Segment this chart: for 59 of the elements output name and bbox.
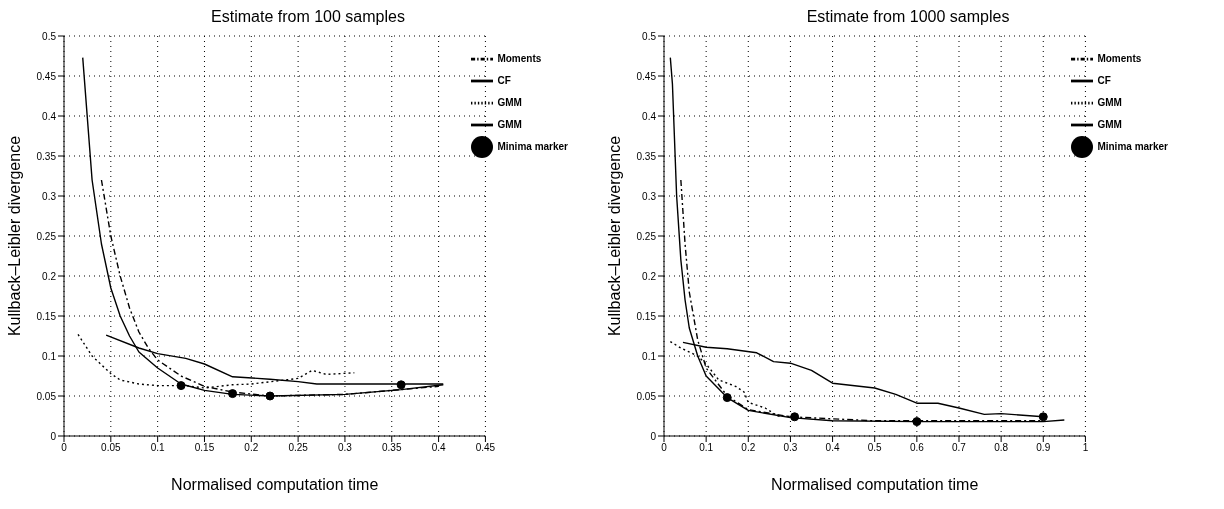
x-tick-label: 0.7 <box>952 442 967 454</box>
y-tick-label: 0.35 <box>636 150 657 162</box>
x-tick-label: 0.3 <box>337 442 353 454</box>
y-tick-label: 0.2 <box>642 270 657 282</box>
y-tick-label: 0.25 <box>636 230 657 242</box>
legend-label: GMM <box>1097 118 1122 130</box>
chart-title: Estimate from 1000 samples <box>805 8 1011 27</box>
legend-label: GMM <box>497 118 522 130</box>
x-tick-label: 1 <box>1082 442 1089 454</box>
x-tick-label: 0.2 <box>244 442 259 454</box>
x-tick-label: 0.6 <box>909 442 925 454</box>
x-tick-label: 0.15 <box>194 442 215 454</box>
x-tick-label: 0 <box>61 442 68 454</box>
y-tick-label: 0.05 <box>36 390 57 402</box>
y-tick-label: 0.4 <box>642 110 657 122</box>
y-tick-label: 0.05 <box>636 390 657 402</box>
legend-label: Minima marker <box>497 140 568 152</box>
legend-label: GMM <box>497 96 522 108</box>
x-tick-label: 0.45 <box>475 442 496 454</box>
x-tick-label: 0 <box>661 442 668 454</box>
x-tick-label: 0.4 <box>825 442 840 454</box>
legend-label: Minima marker <box>1097 140 1168 152</box>
x-tick-label: 0.1 <box>150 442 166 454</box>
x-axis-title: Normalised computation time <box>771 476 979 493</box>
x-tick-label: 0.5 <box>867 442 883 454</box>
legend-label: CF <box>497 74 511 86</box>
y-tick-label: 0.3 <box>642 190 657 202</box>
legend-label: Moments <box>1097 52 1142 64</box>
y-tick-label: 0.1 <box>42 350 57 362</box>
y-tick-label: 0.15 <box>636 310 657 322</box>
x-tick-label: 0.25 <box>288 442 309 454</box>
x-tick-label: 0.2 <box>741 442 756 454</box>
legend-label: Moments <box>497 52 542 64</box>
y-tick-label: 0.45 <box>36 70 57 82</box>
y-axis-title: Kullback–Leibler divergence <box>5 135 23 337</box>
y-tick-label: 0 <box>650 430 657 442</box>
x-tick-label: 0.3 <box>783 442 798 454</box>
y-tick-label: 0.5 <box>42 30 57 42</box>
chart-title: Estimate from 100 samples <box>210 8 406 27</box>
y-tick-label: 0.15 <box>36 310 57 322</box>
legend-label: CF <box>1097 74 1111 86</box>
y-tick-label: 0.35 <box>36 150 57 162</box>
y-axis-title: Kullback–Leibler divergence <box>605 135 623 337</box>
y-tick-label: 0.3 <box>42 190 57 202</box>
x-tick-label: 0.05 <box>101 442 121 454</box>
x-tick-label: 0.35 <box>382 442 402 454</box>
y-tick-label: 0.5 <box>642 30 657 42</box>
y-tick-label: 0.25 <box>36 230 57 242</box>
x-tick-label: 0.9 <box>1036 442 1051 454</box>
x-tick-label: 0.4 <box>431 442 446 454</box>
legend-label: GMM <box>1097 96 1122 108</box>
y-tick-label: 0.45 <box>636 70 657 82</box>
y-tick-label: 0.1 <box>642 350 657 362</box>
x-axis-title: Normalised computation time <box>171 476 379 493</box>
y-tick-label: 0.4 <box>42 110 57 122</box>
x-tick-label: 0.1 <box>699 442 714 454</box>
x-tick-label: 0.8 <box>994 442 1009 454</box>
y-tick-label: 0 <box>50 430 57 442</box>
y-tick-label: 0.2 <box>42 270 57 282</box>
